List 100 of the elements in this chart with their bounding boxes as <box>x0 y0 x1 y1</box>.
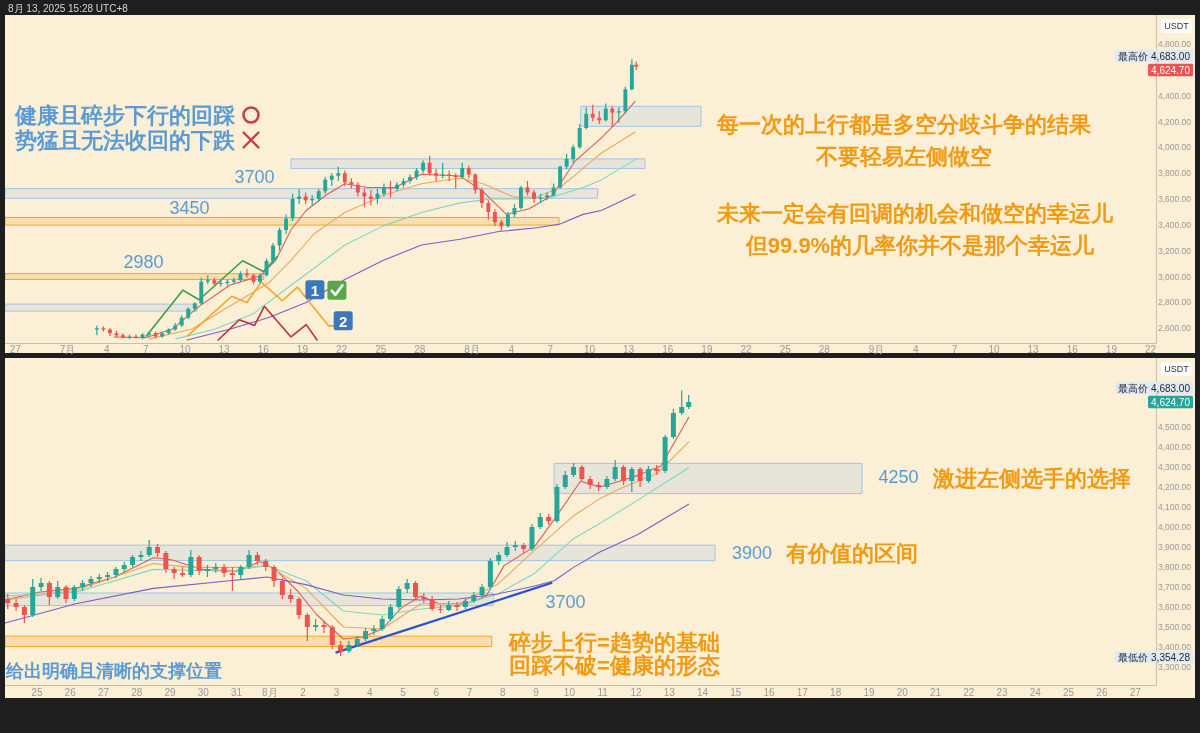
x-tick-label: 16 <box>257 343 270 355</box>
x-tick-label: 16 <box>1066 343 1079 355</box>
y-tick-label: 3,800.00 <box>1157 562 1192 572</box>
candlestick <box>38 578 44 591</box>
line-series <box>5 503 690 624</box>
x-tick-label: 22 <box>335 343 348 355</box>
x-tick-label: 4 <box>366 686 373 698</box>
y-tick-label: 4,400.00 <box>1157 442 1192 452</box>
x-tick-label: 10 <box>563 686 576 698</box>
y-tick-label: 3,500.00 <box>1157 622 1192 632</box>
annotation: 势猛且无法收回的下跌 <box>14 127 236 153</box>
annotation: 给出明确且清晰的支撑位置 <box>5 661 222 681</box>
candlestick <box>408 174 413 184</box>
x-tick-label: 16 <box>763 686 776 698</box>
annotation: 不要轻易左侧做空 <box>815 143 992 169</box>
annotation: 最高价 4,683.00 <box>1118 382 1191 394</box>
x-tick-label: 7月 <box>59 343 76 355</box>
x-tick-label: 5 <box>400 686 407 698</box>
annotation: 最高价 4,683.00 <box>1118 50 1191 62</box>
x-tick-label: 22 <box>740 343 753 355</box>
annotation: 3450 <box>169 198 210 218</box>
candlestick <box>284 214 289 234</box>
candlestick <box>147 331 152 338</box>
x-tick-label: 12 <box>630 686 642 698</box>
x-tick-label: 25 <box>31 686 43 698</box>
annotation: 2980 <box>123 252 164 272</box>
x-tick-label: 27 <box>9 343 22 355</box>
x-tick-label: 24 <box>1029 686 1042 698</box>
line-series <box>217 305 318 341</box>
candlestick <box>616 107 621 123</box>
candlestick <box>368 189 373 206</box>
x-tick-label: 21 <box>929 686 942 698</box>
y-tick-label: 2,800.00 <box>1157 297 1192 308</box>
x-tick-label: 18 <box>830 686 842 698</box>
annotation: 最低价 3,354.28 <box>1118 651 1191 663</box>
y-tick-label: 4,400.00 <box>1157 90 1192 101</box>
x-tick-label: 3 <box>333 686 340 698</box>
x-tick-label: 7 <box>466 686 473 698</box>
y-tick-label: 4,000.00 <box>1157 142 1192 153</box>
x-tick-label: 10 <box>988 343 1000 355</box>
x-tick-label: 6 <box>433 686 440 698</box>
y-tick-label: 3,300.00 <box>1157 662 1192 672</box>
annotation: 4,624.70 <box>1151 396 1191 408</box>
x-tick-label: 19 <box>701 343 713 355</box>
annotation: 1 <box>310 281 320 299</box>
annotation: 3900 <box>731 543 773 563</box>
candlestick <box>107 328 112 336</box>
candlestick <box>349 178 354 189</box>
annotation: 有价值的区间 <box>785 540 918 566</box>
candlestick <box>160 332 165 338</box>
annotation: 3700 <box>545 592 586 612</box>
x-tick-label: 26 <box>1096 686 1108 698</box>
candlestick <box>88 576 94 587</box>
x-tick-label: 28 <box>131 686 143 698</box>
candlestick <box>382 183 386 197</box>
line-series <box>5 467 690 616</box>
candlestick <box>532 189 536 203</box>
y-tick-label: 4,200.00 <box>1157 482 1192 492</box>
x-tick-label: 26 <box>64 686 77 698</box>
y-tick-label: 3,900.00 <box>1157 542 1192 552</box>
y-axis-title: USDT <box>1164 21 1190 31</box>
x-tick-label: 8月 <box>464 343 480 355</box>
x-tick-label: 13 <box>663 686 676 698</box>
y-tick-label: 3,000.00 <box>1157 271 1192 282</box>
x-tick-label: 17 <box>796 686 809 698</box>
x-tick-label: 4 <box>508 343 515 355</box>
candlestick <box>205 275 210 285</box>
x-tick-label: 22 <box>1145 343 1157 355</box>
x-tick-label: 8 <box>500 686 507 698</box>
x-tick-label: 11 <box>597 686 609 698</box>
candlestick <box>346 641 352 653</box>
candlestick <box>447 170 452 181</box>
x-tick-label: 19 <box>863 686 875 698</box>
x-tick-label: 27 <box>97 686 110 698</box>
x-tick-label: 27 <box>1129 686 1142 698</box>
x-tick-label: 14 <box>696 686 709 698</box>
x-tick-label: 25 <box>1063 686 1075 698</box>
annotation: 健康且碎步下行的回踩 <box>14 102 236 128</box>
x-tick-label: 2 <box>300 686 307 698</box>
annotation: 未来一定会有回调的机会和做空的幸运儿 <box>716 200 1114 226</box>
candlestick <box>504 542 510 557</box>
x-tick-label: 19 <box>1105 343 1118 355</box>
x-tick-label: 13 <box>1027 343 1040 355</box>
x-tick-label: 7 <box>952 343 959 355</box>
y-tick-label: 3,600.00 <box>1157 194 1192 205</box>
x-tick-label: 10 <box>179 343 191 355</box>
candlestick <box>454 602 460 611</box>
y-tick-label: 3,700.00 <box>1157 582 1192 592</box>
x-tick-label: 13 <box>623 343 635 355</box>
x-tick-label: 23 <box>996 686 1009 698</box>
x-tick-label: 10 <box>583 343 596 355</box>
y-tick-label: 4,300.00 <box>1157 462 1192 472</box>
annotation: 2 <box>339 312 348 330</box>
y-tick-label: 4,000.00 <box>1157 522 1192 532</box>
x-tick-label: 31 <box>231 686 243 698</box>
annotation: 碎步上行=趋势的基础 <box>508 629 720 655</box>
candlestick <box>231 277 236 285</box>
annotation: 激进左侧选手的选择 <box>932 465 1131 491</box>
annotation: 4,624.70 <box>1151 64 1191 76</box>
x-tick-label: 4 <box>912 343 919 355</box>
